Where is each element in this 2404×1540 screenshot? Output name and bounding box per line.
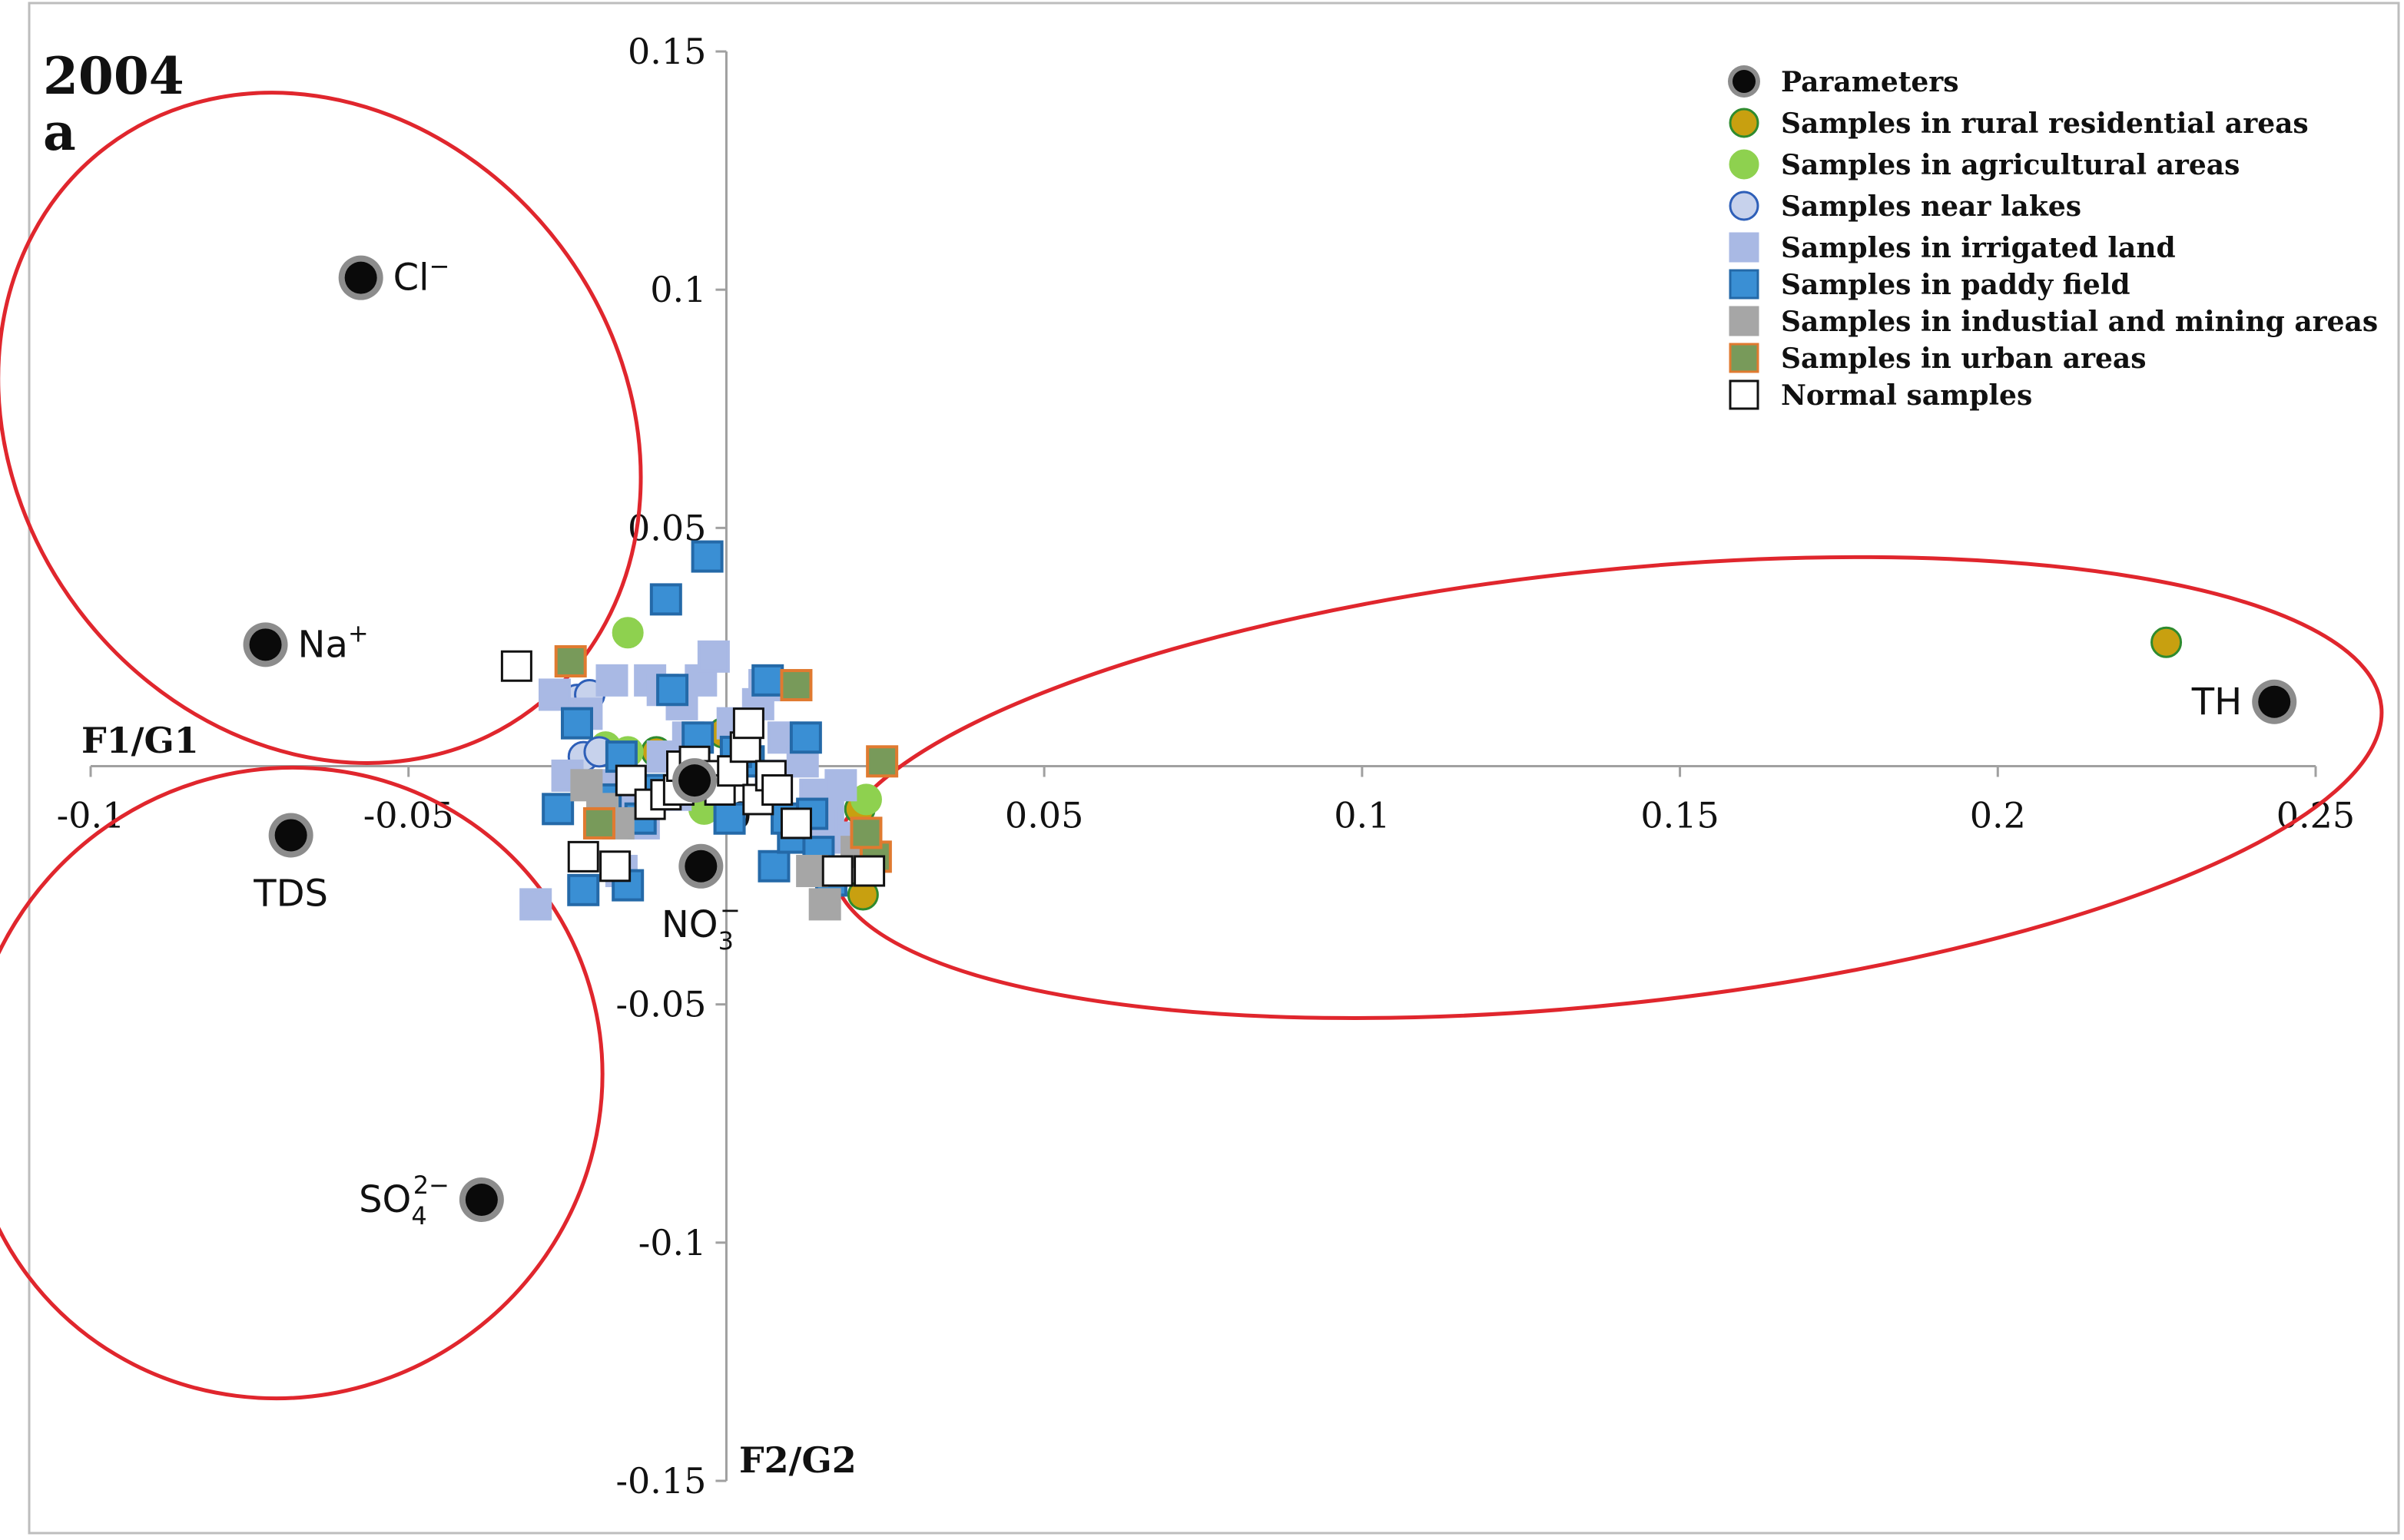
- sample-point-paddy: [567, 873, 600, 906]
- sample-point-irrigated: [519, 888, 552, 921]
- sample-point-irrigated: [539, 678, 572, 711]
- sample-point-normal: [854, 855, 886, 887]
- legend-marker-lakes: [1729, 190, 1759, 221]
- y-tick-label: -0.05: [615, 984, 706, 1025]
- sample-point-urban: [780, 669, 813, 702]
- parameter-point-SO: [465, 1184, 498, 1217]
- y-tick-label: -0.15: [615, 1460, 706, 1502]
- y-axis-title: F2/G2: [739, 1439, 857, 1481]
- sample-point-urban: [850, 816, 883, 849]
- y-ticks: 0.150.10.05-0.05-0.1-0.15: [615, 31, 727, 1502]
- legend-label-rural: Samples in rural residential areas: [1781, 108, 2309, 140]
- sample-point-irrigated: [824, 769, 857, 802]
- legend-marker-paddy: [1729, 269, 1759, 300]
- parameter-point-Na: [249, 628, 282, 661]
- legend-marker-normal: [1729, 379, 1759, 410]
- x-tick-label: 0.25: [2276, 795, 2355, 836]
- legend-label-paddy: Samples in paddy field: [1781, 269, 2130, 301]
- parameter-point-NO: [685, 849, 718, 883]
- sample-point-paddy: [656, 674, 689, 707]
- sample-point-paddy: [713, 802, 746, 835]
- sample-point-normal: [567, 840, 599, 873]
- parameter-label: NO3−: [662, 896, 741, 955]
- sample-point-urban: [866, 745, 899, 778]
- x-tick-label: 0.1: [1334, 795, 1390, 836]
- legend-marker-core: [1733, 70, 1756, 93]
- legend-label-normal: Normal samples: [1781, 379, 2032, 412]
- parameter-markers: Cl− Na+ TDS SO42− NO3− TH: [243, 252, 2297, 1230]
- y-tick-label: 0.15: [628, 31, 706, 72]
- sample-point-paddy: [758, 849, 791, 883]
- parameter-label: Na+: [298, 618, 369, 666]
- legend-marker-agricultural: [1729, 149, 1759, 180]
- legend-label-parameters: Parameters: [1781, 66, 1959, 98]
- sample-point-rural: [2150, 626, 2183, 658]
- parameter-point-unlabeled: [678, 764, 711, 797]
- sample-point-irrigated: [697, 640, 730, 673]
- sample-point-normal: [761, 774, 794, 806]
- sample-point-paddy: [751, 664, 784, 697]
- legend-marker-irrigated: [1729, 232, 1759, 263]
- sample-point-normal: [780, 807, 812, 840]
- sample-point-normal: [615, 764, 647, 796]
- x-tick-label: 0.05: [1005, 795, 1083, 836]
- sample-point-paddy: [691, 540, 724, 573]
- parameter-label: SO42−: [359, 1171, 449, 1230]
- parameter-label: Cl−: [393, 252, 450, 300]
- parameter-point-Cl: [344, 261, 377, 294]
- sample-point-paddy: [649, 583, 682, 616]
- y-tick-label: -0.1: [638, 1222, 707, 1263]
- ellipse-upper-left-cluster: [0, 91, 643, 765]
- legend-marker-urban: [1729, 343, 1759, 373]
- x-tick-label: 0.15: [1640, 795, 1719, 836]
- panel-label: a: [43, 102, 76, 162]
- legend-label-urban: Samples in urban areas: [1781, 343, 2147, 375]
- legend-label-irrigated: Samples in irrigated land: [1781, 232, 2176, 264]
- sample-point-urban: [554, 645, 587, 678]
- sample-point-normal: [732, 707, 764, 740]
- sample-point-industrial: [570, 769, 603, 802]
- legend-marker-rural: [1729, 108, 1759, 138]
- legend: Parameters Samples in rural residential a…: [1728, 65, 2378, 412]
- x-axis-title: F1/G1: [81, 720, 199, 761]
- legend-label-lakes: Samples near lakes: [1781, 190, 2081, 223]
- x-tick-label: -0.1: [57, 795, 125, 836]
- legend-label-agricultural: Samples in agricultural areas: [1781, 149, 2240, 181]
- sample-point-urban: [582, 806, 615, 840]
- x-tick-label: 0.2: [1970, 795, 2026, 836]
- legend-label-industrial: Samples in industial and mining areas: [1781, 306, 2378, 338]
- x-tick-label: -0.05: [363, 795, 454, 836]
- legend-marker-industrial: [1729, 306, 1759, 336]
- y-tick-label: 0.1: [650, 269, 706, 310]
- sample-point-irrigated: [595, 664, 628, 697]
- parameter-point-TDS: [274, 819, 307, 852]
- sample-point-industrial: [808, 888, 841, 921]
- parameter-label: TH: [2191, 681, 2242, 724]
- sample-point-normal: [599, 850, 632, 883]
- sample-point-normal: [821, 855, 854, 887]
- parameter-label: TDS: [253, 872, 328, 915]
- year-label: 2004: [43, 46, 184, 106]
- sample-point-agricultural: [612, 617, 644, 649]
- sample-point-paddy: [542, 793, 575, 826]
- sample-point-paddy: [560, 707, 593, 740]
- sample-point-paddy: [789, 721, 822, 754]
- sample-point-normal: [500, 650, 532, 682]
- chart-frame: [28, 2, 2400, 1535]
- parameter-point-TH: [2258, 685, 2291, 718]
